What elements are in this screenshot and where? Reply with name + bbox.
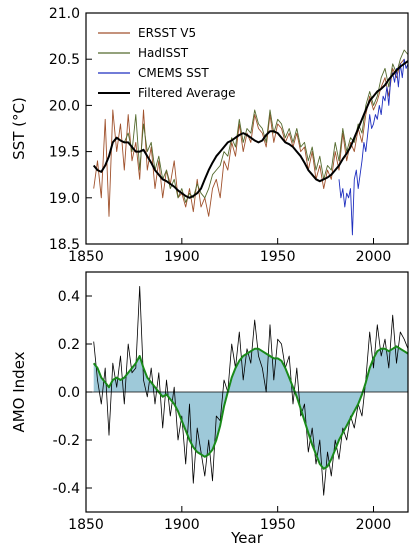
amo-y-tick-label: 0.4: [58, 289, 80, 305]
amo-y-tick-label: -0.2: [53, 433, 80, 449]
amo-area-fill: [93, 346, 408, 469]
amo-series-line-1: [92, 345, 409, 470]
amo-series-lines: [92, 286, 409, 496]
sst-y-tick-label: 20.0: [49, 98, 80, 114]
sst-series-line-0: [93, 58, 405, 217]
amo-y-tick-label: 0.0: [58, 385, 80, 401]
amo-x-tick-label: 2000: [356, 517, 392, 533]
amo-x-tick-label: 1900: [164, 517, 200, 533]
sst-y-tick-label: 21.0: [49, 6, 80, 22]
sst-series-line-2: [338, 58, 409, 236]
sst-y-tick-label: 20.5: [49, 52, 80, 68]
amo-x-tick-label: 1850: [68, 517, 104, 533]
legend-label: Filtered Average: [138, 86, 236, 100]
sst-y-tick-label: 18.5: [49, 237, 80, 253]
sst-y-tick-label: 19.5: [49, 145, 80, 161]
amo-chart: 1850 1900 1950 2000 -0.4 -0.2 0.0 0.2 0.4 AMO In…: [10, 271, 409, 547]
amo-series-line-0: [93, 286, 409, 496]
sst-chart: 1850 1900 1950 2000 18.5 19.0 19.5 20.0 20.5 21.0…: [10, 6, 409, 265]
sst-series-line-3: [92, 60, 409, 199]
sst-plot-frame: [85, 12, 409, 245]
legend-label: ERSST V5: [138, 26, 196, 40]
sst-y-axis-label: SST (°C): [10, 97, 28, 160]
legend-label: HadISST: [138, 46, 189, 60]
amo-y-axis-label: AMO Index: [10, 351, 28, 432]
sst-x-tick-label: 1900: [164, 249, 200, 265]
sst-series-lines: [92, 49, 409, 236]
sst-legend: ERSST V5 HadISST CMEMS SST Filtered Average: [98, 26, 236, 100]
sst-x-tick-label: 1950: [260, 249, 296, 265]
amo-x-axis-label: Year: [230, 529, 264, 547]
amo-filled-area: [93, 346, 408, 469]
amo-y-tick-label: -0.4: [53, 481, 80, 497]
sst-x-tick-label: 2000: [356, 249, 392, 265]
legend-label: CMEMS SST: [138, 66, 209, 80]
amo-x-tick-label: 1950: [260, 517, 296, 533]
sst-x-tick-label: 1850: [68, 249, 104, 265]
amo-y-tick-label: 0.2: [58, 337, 80, 353]
sst-y-tick-label: 19.0: [49, 191, 80, 207]
